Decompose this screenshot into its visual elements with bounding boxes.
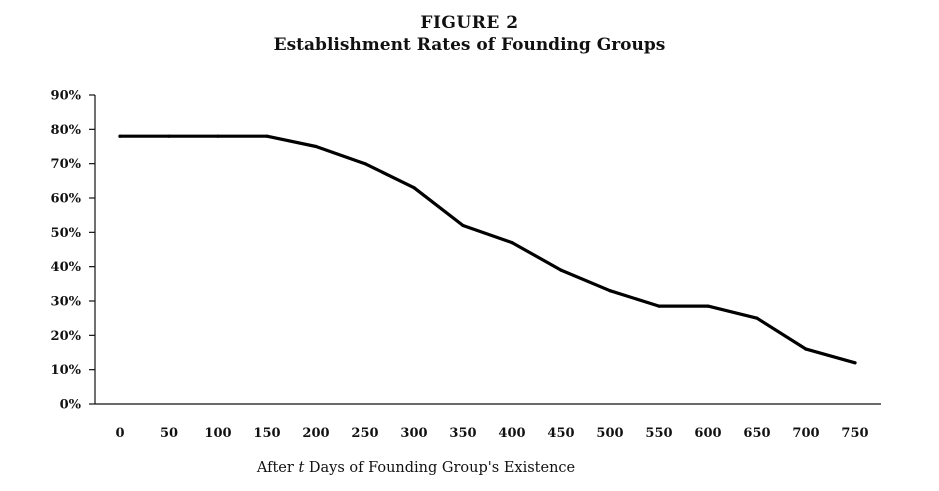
x-tick-label: 0 [115,426,124,441]
x-tick-label: 400 [498,426,525,441]
data-point [167,134,171,138]
data-point [412,186,416,190]
x-tick-label: 450 [547,426,574,441]
x-tick-label: 100 [204,426,231,441]
x-tick-label: 300 [400,426,427,441]
y-tick-label: 50% [51,226,82,241]
data-point [118,134,122,138]
y-tick-label: 10% [51,363,82,378]
x-tick-label: 650 [743,426,770,441]
y-tick-label: 90% [51,89,82,104]
data-point [216,134,220,138]
data-point [657,304,661,308]
x-axis-title: After t Days of Founding Group's Existen… [256,460,575,476]
y-tick-label: 80% [51,123,82,138]
data-point [559,268,563,272]
x-tick-label: 250 [351,426,378,441]
x-ticks: 0 50 100 150 200 250 300 350 400 450 500 550 600 650 7… [115,426,868,441]
data-point [510,241,514,245]
series-line [118,134,857,365]
x-tick-label: 550 [645,426,672,441]
chart-title: Establishment Rates of Founding Groups [273,35,666,55]
data-point [755,316,759,320]
y-tick-label: 0% [60,398,82,413]
data-points [118,134,857,365]
x-axis-title-suffix: Days of Founding Group's Existence [304,460,575,476]
x-tick-label: 150 [253,426,280,441]
y-ticks: 0% 10% 20% 30% 40% 50% 60% 70% 80% 90% [51,89,95,413]
y-tick-label: 20% [51,329,82,344]
data-point [804,347,808,351]
x-axis-title-prefix: After [256,460,299,476]
data-point [265,134,269,138]
data-point [363,162,367,166]
data-point [314,144,318,149]
data-point [706,304,710,308]
x-tick-label: 500 [596,426,623,441]
figure-label: FIGURE 2 [420,13,519,33]
y-tick-label: 30% [51,295,82,310]
x-axis-title-variable: t [298,460,304,476]
x-tick-label: 50 [160,426,178,441]
data-point [461,223,465,228]
data-point [608,289,612,293]
data-point [853,361,857,365]
x-tick-label: 350 [449,426,476,441]
x-tick-label: 600 [694,426,721,441]
y-tick-label: 60% [51,192,82,207]
x-tick-label: 200 [302,426,329,441]
x-tick-label: 750 [841,426,868,441]
x-tick-label: 700 [792,426,819,441]
y-tick-label: 40% [51,260,82,275]
y-tick-label: 70% [51,157,82,172]
